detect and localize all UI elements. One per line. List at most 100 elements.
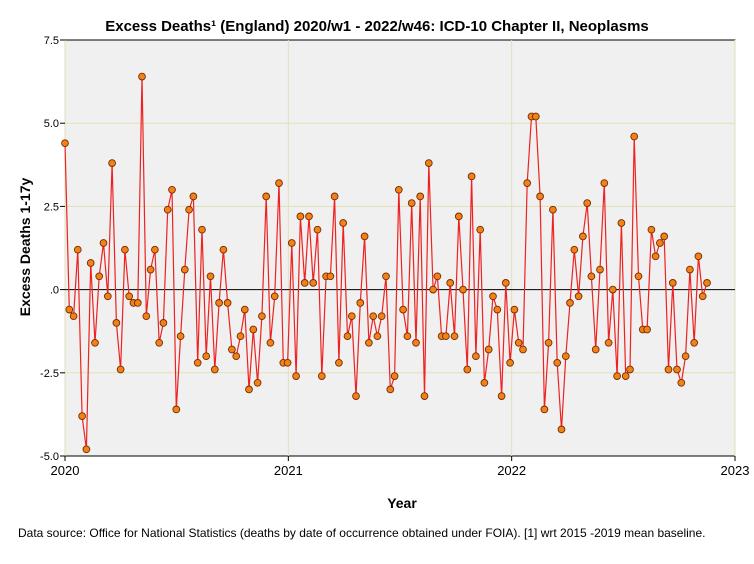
data-point [313, 225, 322, 234]
data-point [103, 292, 112, 301]
data-point [253, 378, 262, 387]
data-point [442, 332, 450, 341]
data-point [596, 265, 604, 274]
data-point [232, 352, 241, 361]
data-point [497, 392, 506, 400]
data-point [108, 159, 116, 167]
x-tick-label: 2022 [497, 463, 526, 478]
data-point [69, 312, 78, 321]
data-point [579, 232, 587, 241]
y-axis-title: Excess Deaths 1-17y [17, 178, 33, 317]
data-point [489, 292, 497, 301]
data-point [677, 378, 686, 387]
data-point [626, 365, 634, 374]
data-point [202, 352, 211, 361]
data-point [125, 292, 134, 301]
data-point [215, 299, 223, 307]
data-point [484, 345, 493, 354]
data-point [643, 325, 651, 334]
data-point [459, 285, 467, 294]
data-point [634, 272, 643, 281]
data-point [180, 265, 189, 274]
data-point [99, 239, 108, 247]
data-point [352, 392, 360, 400]
data-point [472, 352, 480, 361]
data-point [523, 179, 532, 187]
data-point [587, 272, 596, 281]
data-point [703, 279, 711, 287]
data-point [600, 179, 609, 187]
data-point [382, 272, 390, 281]
y-tick-label: -2.5 [40, 368, 59, 380]
data-point [369, 312, 378, 321]
data-point [206, 272, 215, 281]
data-point [121, 245, 129, 254]
data-point [159, 319, 168, 327]
data-point [506, 358, 514, 367]
data-point [133, 299, 142, 307]
data-source-footnote: Data source: Office for National Statist… [18, 526, 706, 540]
data-point [146, 265, 155, 274]
data-point [621, 372, 630, 380]
data-point [424, 159, 433, 167]
data-point [420, 392, 429, 400]
data-point [454, 212, 463, 221]
data-point [557, 425, 566, 434]
data-point [335, 358, 343, 367]
data-point [61, 139, 69, 148]
data-point [510, 305, 519, 314]
data-point [330, 192, 339, 201]
data-point [463, 365, 472, 374]
data-point [236, 332, 245, 341]
data-point [292, 372, 300, 380]
data-point [168, 185, 176, 194]
data-point [549, 205, 557, 214]
y-tick-label: -5.0 [40, 451, 59, 463]
data-point [591, 345, 600, 354]
y-tick-label: 7.5 [44, 35, 59, 47]
data-point [681, 352, 690, 361]
data-point [450, 332, 459, 341]
data-point [228, 345, 236, 354]
data-point [138, 72, 146, 81]
data-point [95, 272, 104, 281]
plot-area [64, 39, 736, 457]
data-point [193, 358, 202, 367]
data-point [570, 245, 579, 254]
data-point [317, 372, 326, 380]
data-point [694, 252, 703, 261]
data-point [142, 312, 151, 321]
x-tick-label: 2023 [721, 463, 750, 478]
data-point [399, 305, 407, 314]
data-point [155, 338, 164, 347]
data-point [73, 245, 82, 254]
data-point [519, 345, 527, 354]
data-point [536, 192, 544, 201]
data-point [112, 319, 121, 327]
data-point [416, 192, 425, 201]
data-point [608, 285, 617, 294]
data-point [673, 365, 681, 374]
data-point [360, 232, 369, 241]
data-point [664, 365, 673, 374]
data-point [386, 385, 395, 394]
data-point [686, 265, 694, 274]
data-point [258, 312, 266, 321]
y-axis: 7.5 5.0 2.5 .0 -2.5 -5.0 [40, 35, 65, 463]
data-point [531, 112, 540, 121]
data-point [476, 225, 485, 234]
data-point [493, 305, 502, 314]
data-point [613, 372, 621, 380]
data-point [223, 299, 232, 307]
data-point [574, 292, 583, 301]
data-point [647, 225, 656, 234]
gridlines [64, 40, 736, 456]
data-point [339, 219, 348, 227]
data-point [446, 279, 455, 287]
data-point [262, 192, 271, 201]
data-point [78, 412, 86, 420]
data-point [189, 192, 198, 201]
data-point [309, 279, 318, 287]
data-point [172, 405, 181, 414]
